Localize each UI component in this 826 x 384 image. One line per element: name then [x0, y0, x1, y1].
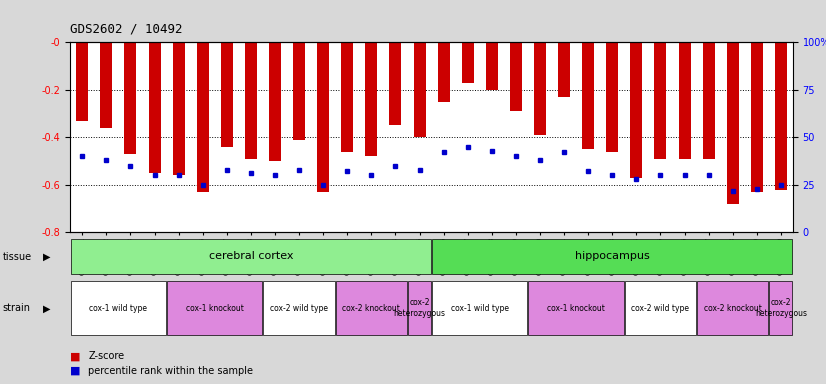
- Bar: [149, 42, 160, 173]
- Text: Z-score: Z-score: [88, 351, 125, 361]
- Text: cox-1 knockout: cox-1 knockout: [186, 304, 244, 313]
- Text: cox-2
heterozygous: cox-2 heterozygous: [755, 298, 807, 318]
- Bar: [775, 42, 787, 190]
- Text: ▶: ▶: [43, 303, 50, 313]
- Bar: [486, 42, 498, 90]
- Text: cox-1 knockout: cox-1 knockout: [547, 304, 605, 313]
- Bar: [558, 42, 570, 97]
- Bar: [293, 42, 305, 140]
- Bar: [462, 42, 474, 83]
- Bar: [769, 281, 792, 335]
- Bar: [221, 42, 233, 147]
- Text: cerebral cortex: cerebral cortex: [209, 251, 293, 262]
- Bar: [125, 42, 136, 154]
- Bar: [71, 239, 431, 274]
- Bar: [582, 42, 594, 149]
- Bar: [697, 281, 768, 335]
- Text: ▶: ▶: [43, 252, 50, 262]
- Bar: [630, 42, 643, 178]
- Bar: [414, 42, 425, 137]
- Bar: [703, 42, 714, 159]
- Text: cox-1 wild type: cox-1 wild type: [89, 304, 147, 313]
- Bar: [654, 42, 667, 159]
- Bar: [727, 42, 738, 204]
- Bar: [263, 281, 335, 335]
- Text: cox-2 knockout: cox-2 knockout: [704, 304, 762, 313]
- Bar: [365, 42, 377, 156]
- Bar: [76, 42, 88, 121]
- Text: tissue: tissue: [2, 252, 31, 262]
- Bar: [71, 281, 166, 335]
- Bar: [100, 42, 112, 128]
- Text: cox-2
heterozygous: cox-2 heterozygous: [393, 298, 445, 318]
- Bar: [335, 281, 407, 335]
- Bar: [432, 281, 528, 335]
- Bar: [173, 42, 185, 175]
- Bar: [408, 281, 431, 335]
- Bar: [244, 42, 257, 159]
- Text: strain: strain: [2, 303, 31, 313]
- Text: cox-1 wild type: cox-1 wild type: [451, 304, 509, 313]
- Bar: [269, 42, 281, 161]
- Bar: [534, 42, 546, 135]
- Bar: [438, 42, 449, 102]
- Text: GDS2602 / 10492: GDS2602 / 10492: [70, 22, 183, 35]
- Text: cox-2 knockout: cox-2 knockout: [343, 304, 401, 313]
- Text: percentile rank within the sample: percentile rank within the sample: [88, 366, 254, 376]
- Bar: [678, 42, 691, 159]
- Bar: [197, 42, 209, 192]
- Text: ■: ■: [70, 366, 81, 376]
- Bar: [389, 42, 401, 126]
- Text: hippocampus: hippocampus: [575, 251, 649, 262]
- Bar: [529, 281, 624, 335]
- Bar: [432, 239, 792, 274]
- Bar: [751, 42, 763, 192]
- Bar: [317, 42, 330, 192]
- Bar: [624, 281, 696, 335]
- Bar: [510, 42, 522, 111]
- Text: ■: ■: [70, 351, 81, 361]
- Bar: [606, 42, 619, 152]
- Text: cox-2 wild type: cox-2 wild type: [270, 304, 328, 313]
- Text: cox-2 wild type: cox-2 wild type: [631, 304, 690, 313]
- Bar: [341, 42, 354, 152]
- Bar: [167, 281, 263, 335]
